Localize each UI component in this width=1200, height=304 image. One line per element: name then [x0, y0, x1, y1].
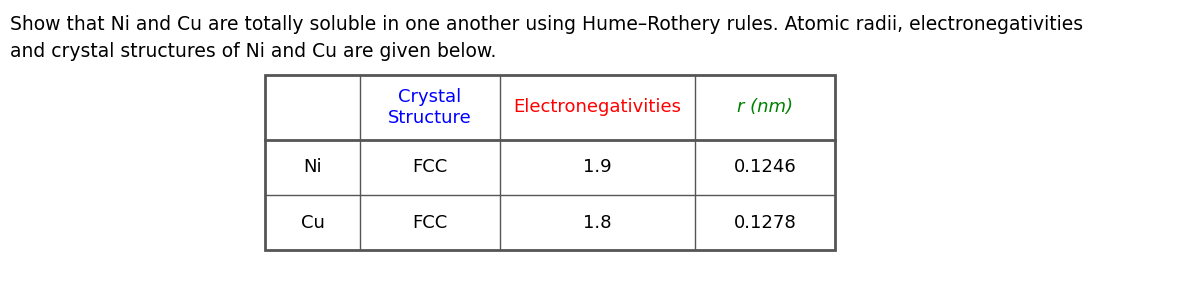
Text: 0.1246: 0.1246 [733, 158, 797, 177]
Text: and crystal structures of Ni and Cu are given below.: and crystal structures of Ni and Cu are … [10, 42, 497, 61]
Text: Show that Ni and Cu are totally soluble in one another using Hume–Rothery rules.: Show that Ni and Cu are totally soluble … [10, 15, 1084, 34]
Text: Electronegativities: Electronegativities [514, 98, 682, 116]
Text: Ni: Ni [304, 158, 322, 177]
Text: FCC: FCC [413, 213, 448, 232]
Text: 0.1278: 0.1278 [733, 213, 797, 232]
Bar [265, 75, 835, 250]
Text: r (nm): r (nm) [737, 98, 793, 116]
Text: FCC: FCC [413, 158, 448, 177]
Text: Cu: Cu [300, 213, 324, 232]
Text: 1.8: 1.8 [583, 213, 612, 232]
Text: Crystal
Structure: Crystal Structure [388, 88, 472, 127]
Text: 1.9: 1.9 [583, 158, 612, 177]
